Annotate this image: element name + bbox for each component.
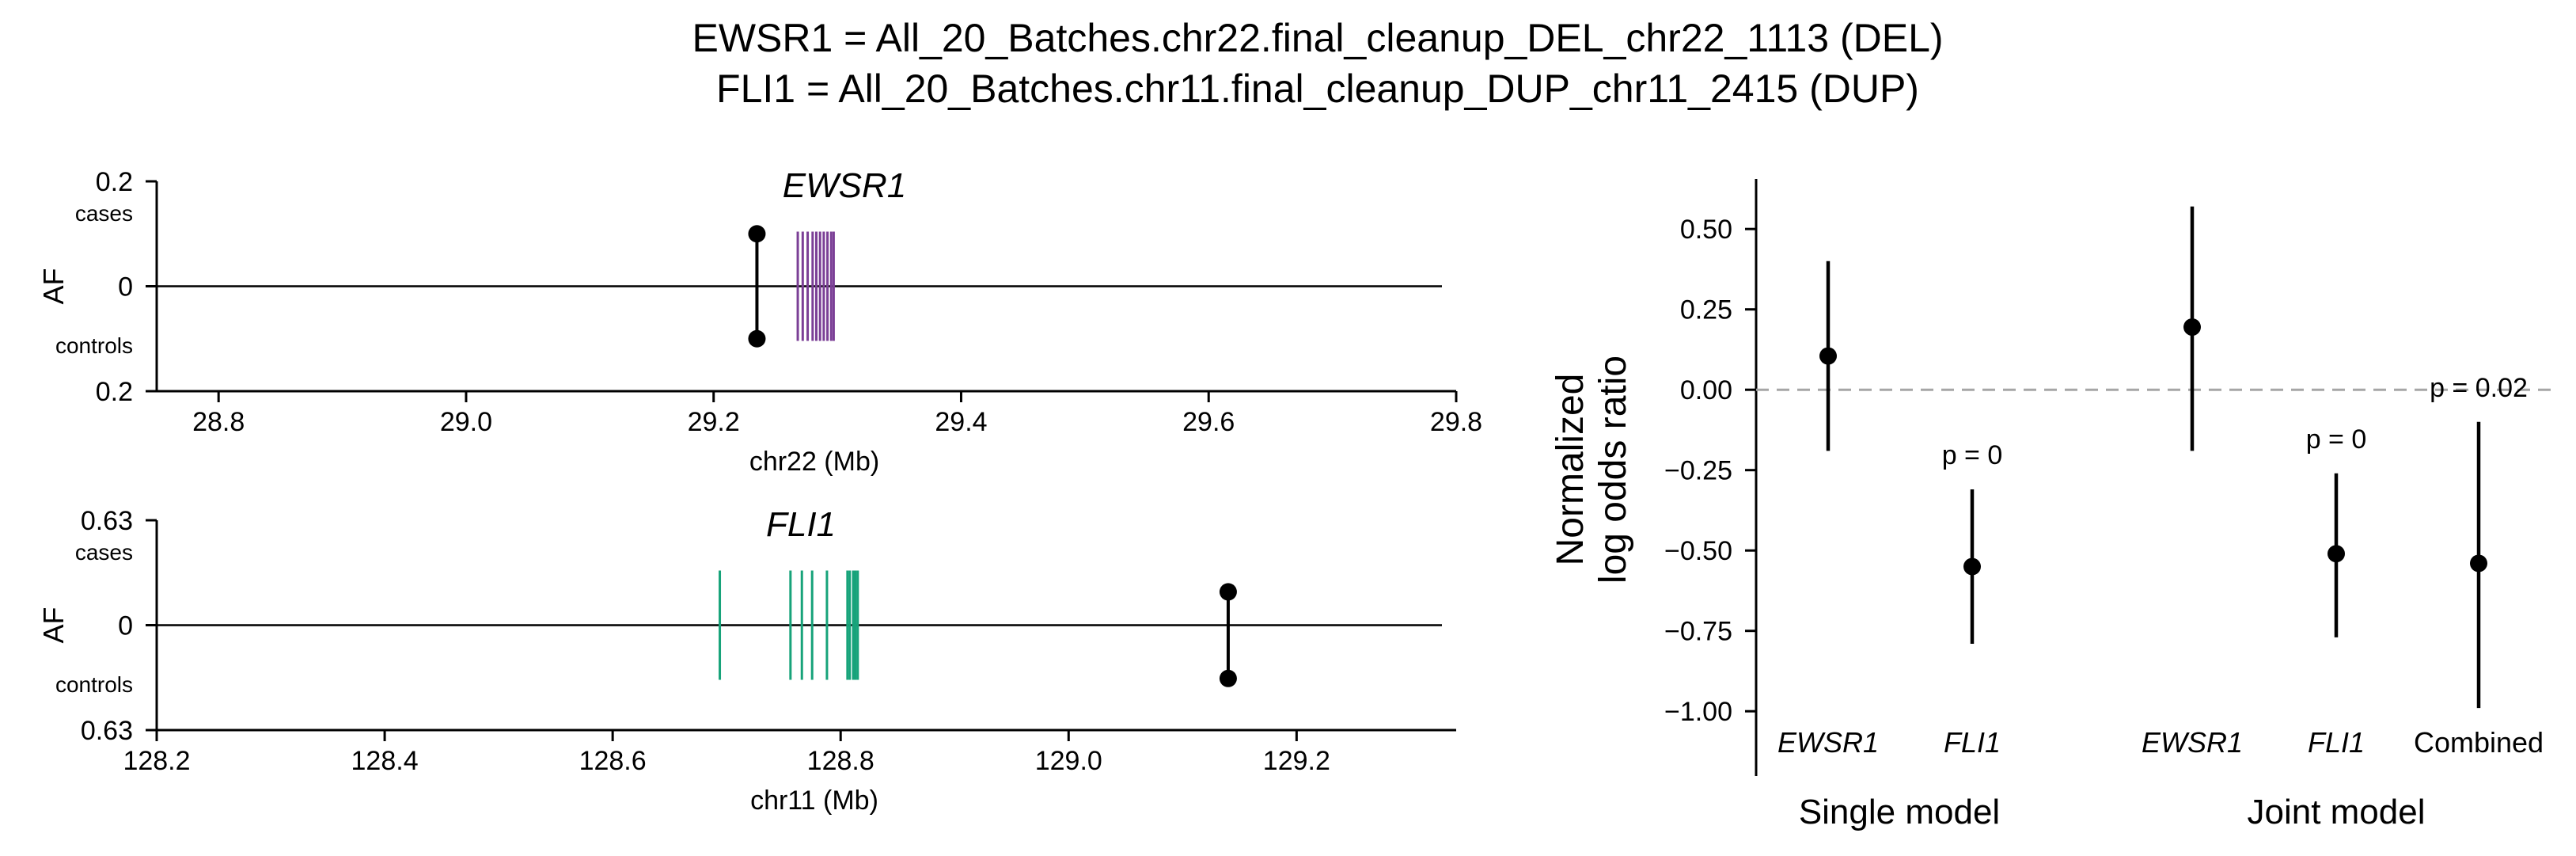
variant-controls-point xyxy=(748,329,766,348)
x-tick-label: 29.8 xyxy=(1430,407,1482,437)
category-label: EWSR1 xyxy=(2142,726,2243,759)
category-label: EWSR1 xyxy=(1777,726,1879,759)
fli1-locus-panel: 0.63 0 0.63 cases controls AF 128.2 128.4 128.6 1… xyxy=(37,505,1456,816)
y-axis-label: AF xyxy=(37,607,70,643)
variant-cases-point xyxy=(1219,583,1237,601)
x-tick-label: 128.6 xyxy=(579,746,647,776)
y-tick-label: 0.50 xyxy=(1680,215,1732,245)
y-axis-label-line1: Normalized xyxy=(1550,374,1592,566)
category-label: FLI1 xyxy=(2308,726,2365,759)
y-tick-label: 0 xyxy=(118,611,133,641)
cases-label: cases xyxy=(75,201,133,226)
x-tick-label: 128.8 xyxy=(807,746,874,776)
y-tick-label: −0.25 xyxy=(1664,456,1732,486)
group-label: Single model xyxy=(1799,793,2000,831)
odds-ratio-panel: −1.00 −0.75 −0.50 −0.25 0.00 0.25 0.50 Normaliz… xyxy=(1550,179,2558,831)
y-tick-label: 0.00 xyxy=(1680,375,1732,405)
x-tick-label: 28.8 xyxy=(192,407,245,437)
x-tick-label: 29.2 xyxy=(688,407,740,437)
cases-label: cases xyxy=(75,540,133,565)
estimate-point xyxy=(2470,554,2487,573)
x-axis-label: chr11 (Mb) xyxy=(750,786,878,816)
x-tick-label: 128.4 xyxy=(351,746,419,776)
estimate-point xyxy=(2328,545,2345,563)
variant-cases-point xyxy=(748,225,766,243)
y-tick-label: 0.63 xyxy=(81,716,133,746)
ewsr1-locus-panel: 0.2 0 0.2 cases controls AF 28.8 29.0 29.2 29.4 29… xyxy=(37,166,1482,477)
pvalue-label: p = 0 xyxy=(1942,440,2003,470)
figure-title-line1: EWSR1 = All_20_Batches.chr22.final_clean… xyxy=(692,16,1943,60)
x-tick-label: 29.6 xyxy=(1182,407,1235,437)
y-tick-label: −1.00 xyxy=(1664,697,1732,727)
pvalue-label: p = 0 xyxy=(2306,424,2367,455)
group-label: Joint model xyxy=(2247,793,2425,831)
variant-controls-point xyxy=(1219,669,1237,687)
x-tick-label: 29.0 xyxy=(440,407,492,437)
x-axis-label: chr22 (Mb) xyxy=(749,447,879,477)
y-axis-label: AF xyxy=(37,268,70,304)
controls-label: controls xyxy=(55,672,133,697)
gene-name: FLI1 xyxy=(766,505,836,544)
estimate-point xyxy=(1819,347,1837,365)
estimate-point xyxy=(2183,318,2201,337)
figure-title-line2: FLI1 = All_20_Batches.chr11.final_cleanu… xyxy=(716,67,1919,111)
y-tick-label: −0.75 xyxy=(1664,617,1732,647)
y-axis-label-line2: log odds ratio xyxy=(1592,356,1634,584)
x-tick-label: 29.4 xyxy=(935,407,987,437)
category-label: FLI1 xyxy=(1944,726,2001,759)
pvalue-label: p = 0.02 xyxy=(2430,373,2528,403)
y-tick-label: 0.2 xyxy=(96,167,133,197)
y-tick-label: 0.25 xyxy=(1680,295,1732,325)
y-tick-label: 0.63 xyxy=(81,506,133,536)
y-tick-label: 0.2 xyxy=(96,377,133,407)
controls-label: controls xyxy=(55,333,133,358)
y-tick-label: 0 xyxy=(118,272,133,302)
gene-name: EWSR1 xyxy=(783,166,906,205)
x-tick-label: 129.0 xyxy=(1035,746,1102,776)
estimate-point xyxy=(1963,557,1981,576)
category-label: Combined xyxy=(2414,726,2544,759)
y-tick-label: −0.50 xyxy=(1664,536,1732,566)
x-tick-label: 128.2 xyxy=(123,746,190,776)
x-tick-label: 129.2 xyxy=(1263,746,1330,776)
